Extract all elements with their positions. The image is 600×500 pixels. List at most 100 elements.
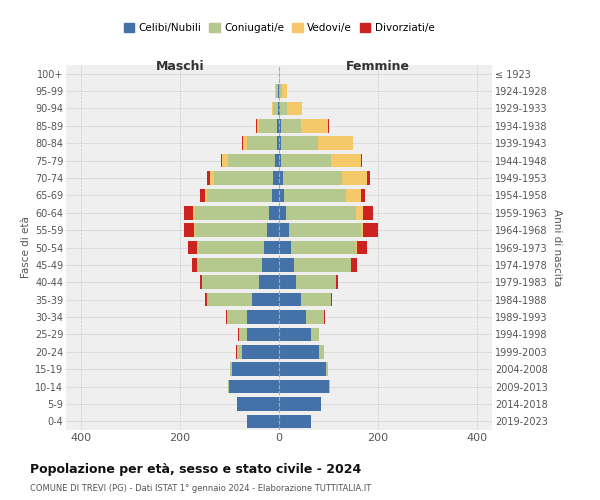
Bar [279, 414, 311, 428]
Bar [275, 154, 279, 168]
Bar [356, 240, 357, 254]
Bar [363, 206, 373, 220]
Bar [331, 154, 361, 168]
Bar [280, 84, 282, 98]
Bar [227, 310, 247, 324]
Legend: Celibi/Nubili, Coniugati/e, Vedovi/e, Divorziati/e: Celibi/Nubili, Coniugati/e, Vedovi/e, Di… [119, 19, 439, 38]
Bar [279, 310, 306, 324]
Bar [278, 102, 279, 115]
Bar [292, 240, 356, 254]
Bar [193, 206, 195, 220]
Bar [296, 276, 336, 289]
Bar [279, 119, 281, 132]
Bar [237, 397, 279, 410]
Bar [188, 240, 197, 254]
Y-axis label: Fasce di età: Fasce di età [20, 216, 31, 278]
Bar [222, 154, 228, 168]
Bar [361, 154, 362, 168]
Bar [197, 258, 262, 272]
Bar [287, 102, 302, 115]
Bar [277, 119, 279, 132]
Bar [266, 224, 279, 237]
Bar [277, 136, 279, 150]
Bar [279, 206, 286, 220]
Bar [282, 84, 287, 98]
Bar [279, 240, 292, 254]
Bar [279, 276, 296, 289]
Bar [279, 362, 326, 376]
Bar [311, 328, 319, 341]
Bar [356, 206, 363, 220]
Bar [229, 380, 279, 394]
Bar [279, 171, 283, 185]
Bar [232, 362, 279, 376]
Bar [247, 136, 277, 150]
Bar [195, 206, 269, 220]
Bar [202, 276, 259, 289]
Bar [238, 328, 239, 341]
Bar [323, 310, 325, 324]
Bar [259, 276, 279, 289]
Bar [197, 240, 264, 254]
Bar [318, 136, 353, 150]
Bar [207, 188, 272, 202]
Bar [279, 67, 280, 80]
Bar [279, 102, 280, 115]
Bar [205, 188, 207, 202]
Bar [294, 258, 351, 272]
Bar [346, 188, 361, 202]
Y-axis label: Anni di nascita: Anni di nascita [551, 209, 562, 286]
Bar [192, 258, 197, 272]
Bar [207, 293, 252, 306]
Bar [184, 206, 193, 220]
Bar [226, 310, 227, 324]
Bar [184, 224, 194, 237]
Bar [200, 276, 202, 289]
Bar [281, 136, 318, 150]
Bar [289, 224, 361, 237]
Bar [336, 276, 338, 289]
Bar [279, 136, 281, 150]
Bar [247, 414, 279, 428]
Bar [283, 171, 343, 185]
Bar [275, 84, 278, 98]
Bar [252, 293, 279, 306]
Bar [273, 171, 279, 185]
Bar [273, 102, 278, 115]
Bar [239, 328, 247, 341]
Bar [247, 310, 279, 324]
Bar [363, 224, 378, 237]
Bar [228, 154, 275, 168]
Bar [281, 154, 331, 168]
Bar [279, 188, 284, 202]
Bar [367, 171, 370, 185]
Bar [306, 310, 323, 324]
Bar [343, 171, 367, 185]
Bar [200, 188, 205, 202]
Bar [280, 102, 287, 115]
Bar [262, 258, 279, 272]
Bar [278, 84, 279, 98]
Text: Maschi: Maschi [155, 60, 204, 73]
Bar [286, 206, 356, 220]
Text: Femmine: Femmine [346, 60, 410, 73]
Bar [352, 258, 357, 272]
Bar [361, 224, 363, 237]
Bar [205, 293, 207, 306]
Bar [279, 345, 319, 358]
Bar [257, 119, 259, 132]
Bar [279, 293, 301, 306]
Bar [230, 362, 232, 376]
Bar [194, 224, 195, 237]
Bar [279, 397, 321, 410]
Bar [281, 119, 301, 132]
Bar [279, 224, 289, 237]
Bar [242, 345, 279, 358]
Bar [195, 224, 266, 237]
Bar [207, 171, 209, 185]
Bar [209, 171, 214, 185]
Bar [284, 188, 346, 202]
Bar [279, 380, 329, 394]
Bar [247, 328, 279, 341]
Bar [214, 171, 273, 185]
